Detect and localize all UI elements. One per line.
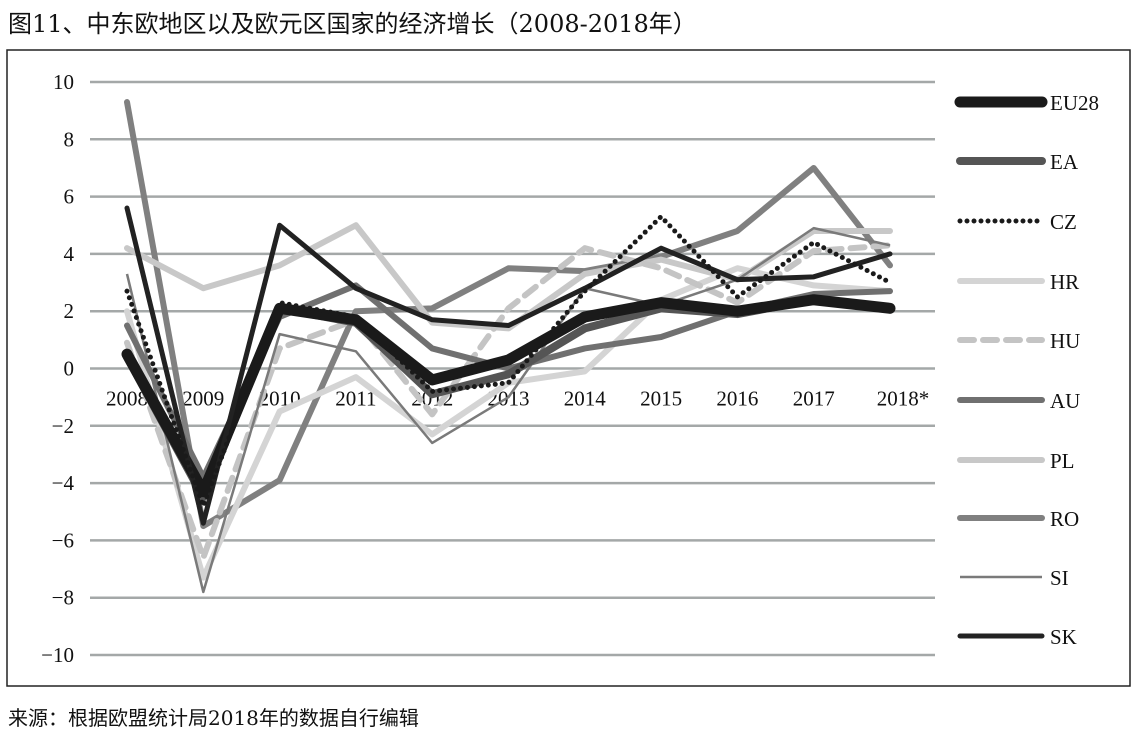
y-tick-label: 10	[53, 70, 74, 94]
y-tick-label: −6	[52, 528, 74, 552]
series-sk	[124, 205, 893, 526]
legend-label: SI	[1050, 566, 1069, 590]
legend-label: EU28	[1050, 91, 1099, 115]
legend-label: CZ	[1050, 210, 1077, 234]
legend-item-cz: CZ	[957, 210, 1077, 234]
legend-item-si: SI	[960, 566, 1069, 590]
y-tick-label: −10	[41, 643, 74, 667]
legend-label: PL	[1050, 449, 1075, 473]
series-hr	[124, 265, 893, 581]
y-tick-label: 6	[64, 185, 75, 209]
x-tick-label: 2017	[793, 387, 835, 411]
legend-item-ro: RO	[957, 507, 1079, 531]
x-tick-label: 2009	[182, 387, 224, 411]
y-tick-label: 2	[64, 299, 75, 323]
legend-item-hu: HU	[957, 329, 1080, 353]
chart-title: 图11、中东欧地区以及欧元区国家的经济增长（2008-2018年）	[8, 10, 697, 38]
y-tick-label: 8	[64, 127, 75, 151]
series-line-hr	[124, 265, 893, 581]
legend-item-pl: PL	[957, 449, 1075, 473]
y-tick-label: 4	[64, 242, 75, 266]
legend-item-eu28: EU28	[954, 91, 1099, 115]
legend-item-ea: EA	[956, 150, 1079, 174]
y-tick-label: −8	[52, 586, 74, 610]
legend-label: RO	[1050, 507, 1079, 531]
chart-source: 来源：根据欧盟统计局2018年的数据自行编辑	[8, 706, 419, 730]
y-tick-label: 0	[64, 357, 75, 381]
series-cz	[124, 214, 893, 509]
x-tick-label: 2015	[640, 387, 682, 411]
legend-label: HR	[1050, 270, 1079, 294]
legend-label: EA	[1050, 150, 1079, 174]
legend-item-sk: SK	[957, 625, 1077, 649]
legend-item-hr: HR	[957, 270, 1079, 294]
x-tick-label: 2016	[716, 387, 758, 411]
legend-item-au: AU	[957, 389, 1080, 413]
x-tick-label: 2014	[564, 387, 607, 411]
legend-label: SK	[1050, 625, 1077, 649]
x-tick-label: 2018*	[877, 387, 930, 411]
legend-label: HU	[1050, 329, 1080, 353]
legend-label: AU	[1050, 389, 1080, 413]
chart-frame	[6, 49, 1131, 687]
y-tick-label: −4	[52, 471, 75, 495]
y-tick-label: −2	[52, 414, 74, 438]
